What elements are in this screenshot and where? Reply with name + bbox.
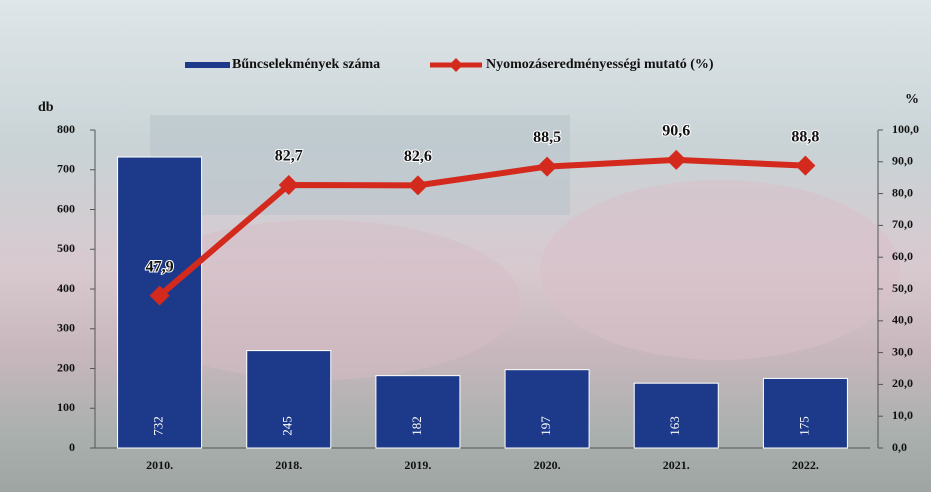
line-marker <box>666 150 686 170</box>
y2-tick-label: 70,0 <box>892 217 913 231</box>
y-tick-label: 500 <box>57 241 75 255</box>
y-tick-label: 800 <box>57 122 75 136</box>
y2-tick-label: 60,0 <box>892 249 913 263</box>
page: db % 0 100 200 300 400 500 600 700 800 0,0 10,0 20,… <box>0 0 931 492</box>
y2-tick-label: 90,0 <box>892 154 913 168</box>
chart: db % 0 100 200 300 400 500 600 700 800 0,0 10,0 20,… <box>0 0 931 492</box>
background-tree <box>540 180 900 360</box>
bar <box>763 378 847 448</box>
line-value-label: 82,6 <box>404 148 432 165</box>
y2-tick-label: 100,0 <box>892 122 919 136</box>
legend-label: Nyomozáseredményességi mutató (%) <box>486 57 714 72</box>
y-tick-label: 0 <box>69 440 75 454</box>
y2-tick-label: 30,0 <box>892 344 913 358</box>
y2-axis-title: % <box>905 92 919 107</box>
y-tick-label: 200 <box>57 360 75 374</box>
y-tick-label: 400 <box>57 281 75 295</box>
bar-value-label: 163 <box>667 416 682 436</box>
y-tick-label: 300 <box>57 321 75 335</box>
y2-tick-label: 20,0 <box>892 376 913 390</box>
y-tick-label: 700 <box>57 162 75 176</box>
line-value-label: 82,7 <box>275 148 303 165</box>
x-tick-label: 2022. <box>792 458 819 472</box>
legend-label: Bűncselekmények száma <box>232 57 380 72</box>
background-building <box>150 115 570 215</box>
x-tick-label: 2021. <box>663 458 690 472</box>
y2-tick-label: 80,0 <box>892 185 913 199</box>
y-axis-title: db <box>38 100 54 115</box>
y2-tick-label: 0,0 <box>892 440 907 454</box>
bar <box>376 376 460 448</box>
x-tick-label: 2018. <box>275 458 302 472</box>
line-value-label: 90,6 <box>662 123 690 140</box>
bar-value-label: 245 <box>280 416 295 436</box>
y2-tick-label: 10,0 <box>892 408 913 422</box>
bar-value-label: 732 <box>151 416 166 436</box>
line-value-label: 88,8 <box>791 128 819 145</box>
line-value-label: 88,5 <box>533 129 561 146</box>
line-value-label: 47,9 <box>146 258 174 275</box>
bar <box>634 383 718 448</box>
y-tick-label: 100 <box>57 400 75 414</box>
legend-swatch <box>449 58 463 72</box>
y2-tick-label: 50,0 <box>892 281 913 295</box>
x-tick-label: 2010. <box>146 458 173 472</box>
x-tick-label: 2020. <box>534 458 561 472</box>
line-marker <box>795 156 815 176</box>
y2-tick-label: 40,0 <box>892 313 913 327</box>
x-tick-label: 2019. <box>404 458 431 472</box>
y-tick-label: 600 <box>57 201 75 215</box>
bar-value-label: 197 <box>538 416 553 436</box>
legend-swatch <box>185 62 230 68</box>
bar-value-label: 175 <box>796 416 811 436</box>
bar-value-label: 182 <box>409 416 424 436</box>
